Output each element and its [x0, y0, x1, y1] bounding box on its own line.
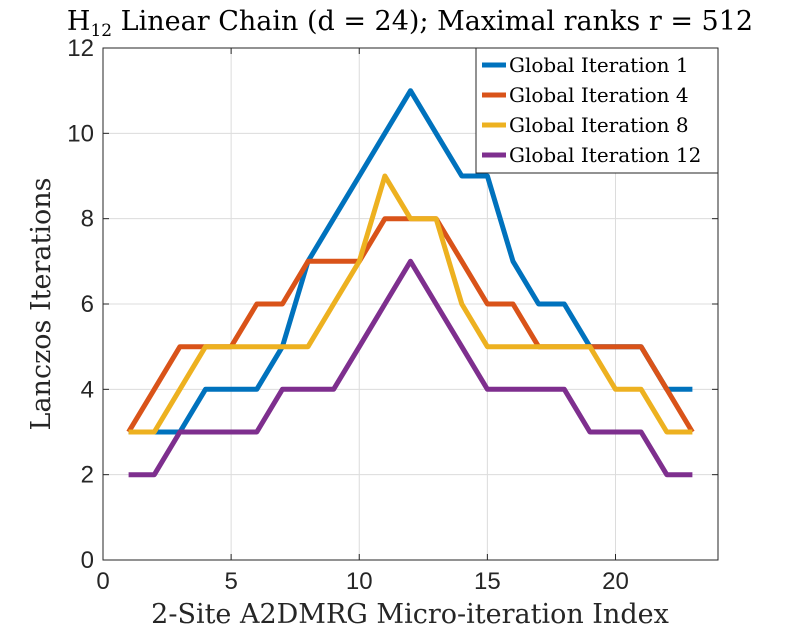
- legend-box: [475, 47, 719, 174]
- y-tick-label: 8: [81, 206, 94, 233]
- series-lines: [126, 88, 695, 478]
- legend-label: Global Iteration 4: [509, 83, 689, 107]
- chart-title-subscript: 12: [90, 21, 112, 41]
- x-tick-label: 15: [474, 568, 501, 595]
- series-line-2: [126, 216, 695, 434]
- y-tick-label: 12: [67, 35, 94, 62]
- series-line-3: [128, 173, 693, 435]
- legend-label: Global Iteration 12: [509, 143, 701, 167]
- chart-title: H12 Linear Chain (d = 24); Maximal ranks…: [67, 6, 753, 41]
- series-line-4: [128, 258, 693, 478]
- x-tick-label: 20: [602, 568, 629, 595]
- y-tick-label: 2: [81, 462, 94, 489]
- x-axis-label: 2-Site A2DMRG Micro-iteration Index: [151, 599, 669, 630]
- x-tick-label: 10: [346, 568, 373, 595]
- x-tick-label: 0: [96, 568, 109, 595]
- chart-title-rest: Linear Chain (d = 24); Maximal ranks r =…: [112, 6, 753, 37]
- legend-label: Global Iteration 1: [509, 53, 689, 77]
- chart-title-main: H: [67, 6, 91, 37]
- y-tick-label: 6: [81, 291, 94, 318]
- y-tick-label: 10: [67, 120, 94, 147]
- y-tick-label: 0: [81, 547, 94, 574]
- axis-ticks: 0 5 10 15 20 0 2 4 6 8 10 12: [67, 35, 718, 595]
- y-axis-label: Lanczos Iterations: [26, 178, 57, 431]
- x-tick-label: 5: [224, 568, 237, 595]
- y-tick-label: 4: [81, 376, 94, 403]
- legend-label: Global Iteration 8: [509, 113, 689, 137]
- legend: Global Iteration 1 Global Iteration 4 Glob…: [475, 47, 719, 174]
